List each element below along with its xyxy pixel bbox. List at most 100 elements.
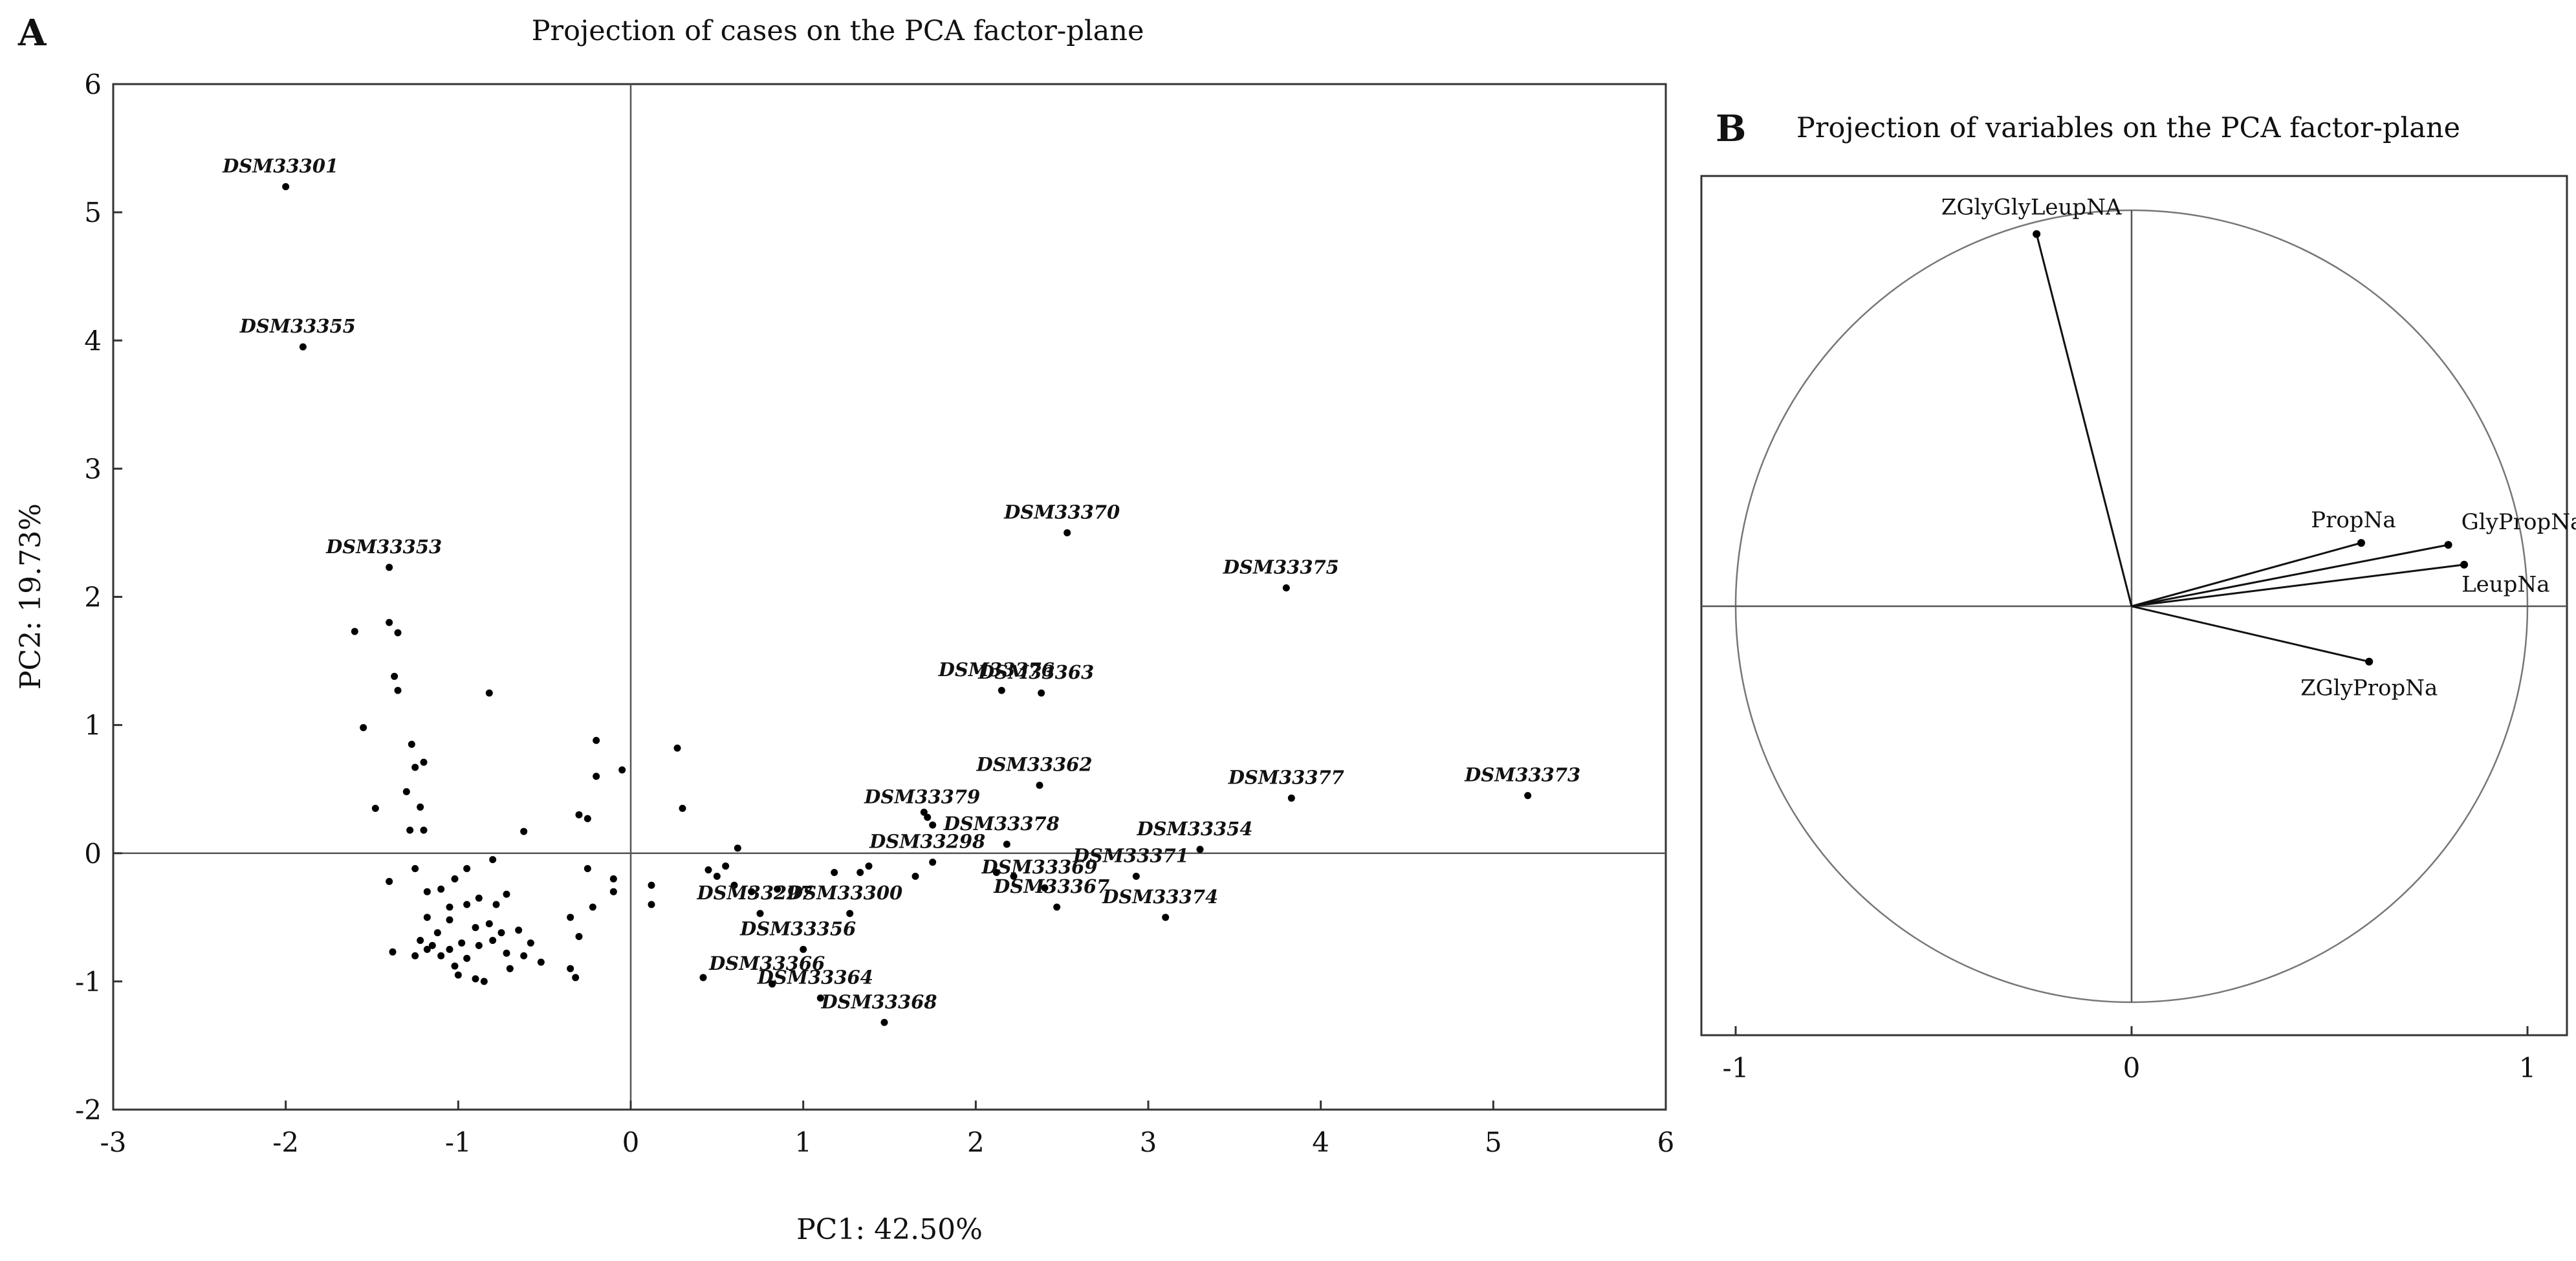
scatter-point (411, 952, 419, 959)
x-tick-label: -2 (272, 1126, 299, 1158)
scatter-point (648, 901, 655, 908)
point-label: DSM33362 (976, 754, 1092, 776)
scatter-point (618, 766, 626, 774)
point-label: DSM33301 (222, 155, 338, 177)
scatter-point (423, 945, 431, 953)
x-tick-label: 4 (1312, 1126, 1329, 1158)
point-label: DSM33298 (869, 831, 985, 853)
point-label: DSM33363 (977, 661, 1094, 683)
panel-b-x-tick-labels: -1 0 1 (1723, 1026, 2536, 1084)
labeled-point: DSM33297 (696, 882, 813, 917)
scatter-point (734, 844, 741, 852)
panel-a-letter: A (17, 12, 47, 54)
scatter-point (520, 828, 528, 835)
scatter-point (437, 952, 445, 959)
scatter-point (567, 965, 574, 972)
point-label: DSM33300 (786, 882, 902, 904)
scatter-point (503, 890, 510, 898)
scatter-point (446, 903, 453, 911)
scatter-point (417, 936, 424, 944)
scatter-point (1064, 529, 1071, 536)
vector-endpoint (2444, 541, 2452, 549)
scatter-point (800, 945, 807, 953)
x-tick-label: 0 (622, 1126, 640, 1158)
point-label: DSM33354 (1136, 818, 1252, 840)
labeled-point: DSM33300 (786, 882, 902, 917)
scatter-point (593, 736, 600, 744)
scatter-point (489, 936, 497, 944)
y-tick-label: 0 (84, 838, 102, 870)
scatter-point (451, 962, 459, 970)
scatter-point (386, 564, 393, 571)
panel-a-title: Projection of cases on the PCA factor-pl… (532, 15, 1144, 47)
scatter-point (1036, 782, 1043, 789)
y-tick-label: 2 (84, 582, 102, 613)
vector-line (2035, 234, 2133, 607)
y-tick-label: 3 (84, 453, 102, 485)
labeled-point: DSM33354 (1136, 818, 1253, 853)
point-label: DSM33376 (938, 659, 1054, 681)
scatter-point (527, 939, 534, 947)
scatter-point (704, 866, 712, 874)
vector-line (2131, 564, 2465, 608)
scatter-point (351, 628, 358, 635)
scatter-point (1524, 792, 1532, 800)
labeled-point: DSM33356 (739, 917, 856, 953)
point-label: DSM33371 (1073, 844, 1189, 866)
vector-line (2131, 605, 2370, 663)
variable-vector: ZGlyPropNa (2131, 605, 2438, 701)
scatter-point (411, 865, 419, 873)
scatter-point (463, 901, 471, 908)
scatter-point (480, 978, 488, 985)
scatter-point (475, 894, 483, 902)
scatter-point (1010, 872, 1018, 880)
scatter-point (929, 821, 937, 829)
scatter-point (406, 826, 414, 834)
scatter-point (713, 872, 721, 880)
labeled-point: DSM33371 (1073, 844, 1189, 880)
scatter-point (699, 974, 707, 981)
x-tick-label: -1 (445, 1126, 472, 1158)
point-label: DSM33367 (993, 875, 1109, 897)
point-label: DSM33297 (696, 882, 813, 904)
scatter-point (992, 868, 1000, 876)
scatter-point (389, 948, 397, 956)
labeled-point: DSM33362 (976, 754, 1093, 789)
scatter-point (463, 865, 471, 873)
scatter-point (679, 804, 686, 812)
panel-a-unlabeled-points (351, 619, 1018, 985)
panel-b-variable-vectors: ZGlyGlyLeupNA PropNa GlyPropNa LeupNa ZGlyPr… (1941, 195, 2576, 701)
scatter-point (998, 686, 1005, 694)
vector-endpoint (2357, 539, 2365, 547)
scatter-point (423, 888, 431, 895)
labeled-point: DSM33364 (757, 967, 873, 1002)
point-label: DSM33356 (739, 917, 856, 939)
point-label: DSM33370 (1003, 501, 1120, 523)
scatter-point (609, 875, 617, 883)
scatter-point (722, 862, 730, 870)
x-tick-label: 3 (1140, 1126, 1157, 1158)
labeled-point: DSM33363 (977, 661, 1094, 697)
scatter-point (446, 916, 453, 924)
y-tick-label: -2 (75, 1094, 102, 1126)
scatter-point (428, 941, 436, 949)
scatter-point (520, 952, 528, 959)
scatter-point (408, 740, 415, 748)
scatter-point (1196, 846, 1204, 853)
scatter-point (1038, 689, 1045, 697)
scatter-point (411, 763, 419, 771)
panel-b-title: Projection of variables on the PCA facto… (1796, 112, 2460, 144)
scatter-point (1162, 914, 1170, 921)
vector-label: ZGlyGlyLeupNA (1941, 195, 2122, 221)
vector-endpoint (2033, 230, 2041, 238)
scatter-point (420, 758, 428, 766)
scatter-point (463, 954, 471, 962)
scatter-point (446, 945, 453, 953)
point-label: DSM33353 (325, 536, 442, 558)
point-label: DSM33364 (757, 967, 873, 989)
labeled-point: DSM33301 (222, 155, 338, 190)
y-tick-label: 1 (84, 710, 102, 741)
scatter-point (567, 914, 574, 921)
scatter-point (648, 881, 655, 889)
